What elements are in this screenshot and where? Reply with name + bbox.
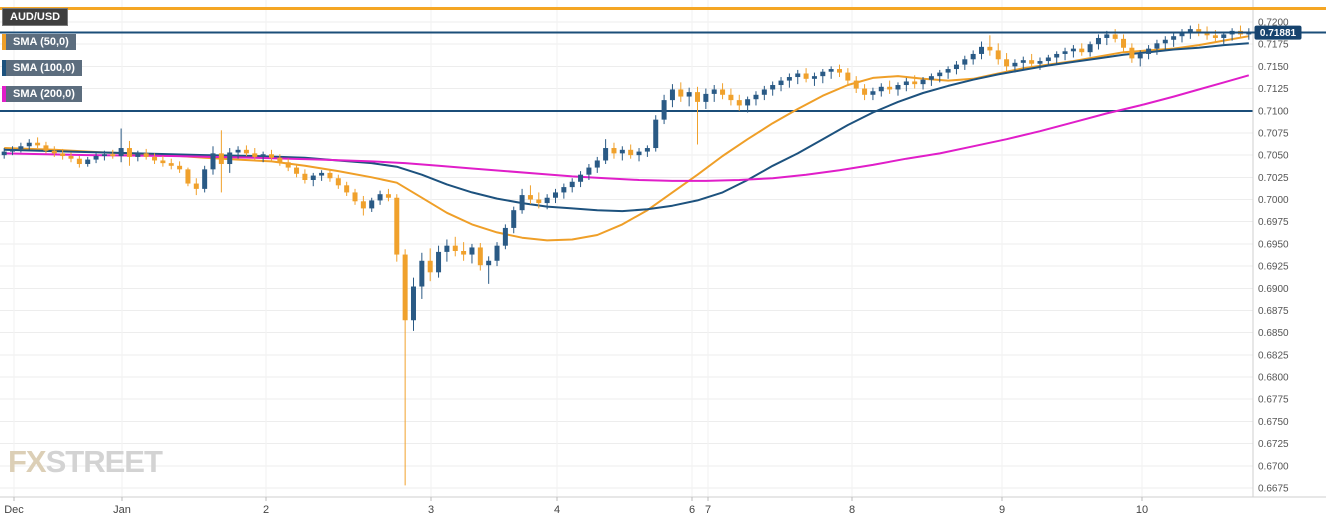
y-axis-label: 0.7075 bbox=[1258, 128, 1289, 139]
x-axis-label: 10 bbox=[1136, 504, 1148, 516]
sma-line-2 bbox=[4, 74, 1250, 182]
x-axis-label: 7 bbox=[705, 504, 711, 516]
y-axis-label: 0.6725 bbox=[1258, 439, 1289, 450]
y-axis-label: 0.7000 bbox=[1258, 195, 1289, 206]
y-axis-label: 0.6825 bbox=[1258, 350, 1289, 361]
y-axis-label: 0.7125 bbox=[1258, 84, 1289, 95]
candles-layer bbox=[1, 23, 1252, 486]
last-price-tag-label: 0.71881 bbox=[1260, 28, 1297, 39]
y-axis-label: 0.7100 bbox=[1258, 106, 1289, 117]
x-axis-label: 4 bbox=[554, 504, 560, 516]
watermark-fx: FX bbox=[8, 444, 47, 479]
y-axis-label: 0.6900 bbox=[1258, 284, 1289, 295]
fxstreet-watermark: FXSTREET bbox=[8, 444, 163, 480]
x-axis-label: 6 bbox=[689, 504, 695, 516]
y-axis-label: 0.6775 bbox=[1258, 395, 1289, 406]
y-axis-label: 0.6925 bbox=[1258, 262, 1289, 273]
gridlines bbox=[0, 0, 1253, 497]
last-price-tag bbox=[1254, 25, 1302, 40]
x-axis-label: 2 bbox=[263, 504, 269, 516]
x-axis-label: 3 bbox=[428, 504, 434, 516]
sma-100-badge[interactable]: SMA (100,0) bbox=[2, 60, 82, 76]
overlay-lines: 0.71881 bbox=[0, 7, 1326, 40]
y-axis-label: 0.6675 bbox=[1258, 484, 1289, 495]
y-axis-label: 0.7025 bbox=[1258, 173, 1289, 184]
y-axis-label: 0.6750 bbox=[1258, 417, 1289, 428]
y-axis-label: 0.7150 bbox=[1258, 62, 1289, 73]
y-axis-label: 0.7200 bbox=[1258, 18, 1289, 29]
x-axis-label: 8 bbox=[849, 504, 855, 516]
sma-50-badge[interactable]: SMA (50,0) bbox=[2, 34, 76, 50]
y-axis-label: 0.6875 bbox=[1258, 306, 1289, 317]
x-axis-label: 9 bbox=[999, 504, 1005, 516]
sma-lines bbox=[4, 35, 1250, 242]
y-axis-label: 0.6700 bbox=[1258, 461, 1289, 472]
watermark-street: STREET bbox=[45, 444, 163, 479]
sma-200-badge[interactable]: SMA (200,0) bbox=[2, 86, 82, 102]
y-axis-label: 0.6850 bbox=[1258, 328, 1289, 339]
x-axis-label: Jan bbox=[113, 504, 131, 516]
symbol-badge[interactable]: AUD/USD bbox=[2, 8, 69, 26]
y-axis-label: 0.6975 bbox=[1258, 217, 1289, 228]
y-axis-label: 0.7050 bbox=[1258, 151, 1289, 162]
sma-line-1 bbox=[4, 42, 1249, 213]
y-axis-label: 0.7175 bbox=[1258, 40, 1289, 51]
y-axis-label: 0.6950 bbox=[1258, 239, 1289, 250]
y-axis-label: 0.6800 bbox=[1258, 373, 1289, 384]
x-axis-label: Dec bbox=[4, 504, 24, 516]
